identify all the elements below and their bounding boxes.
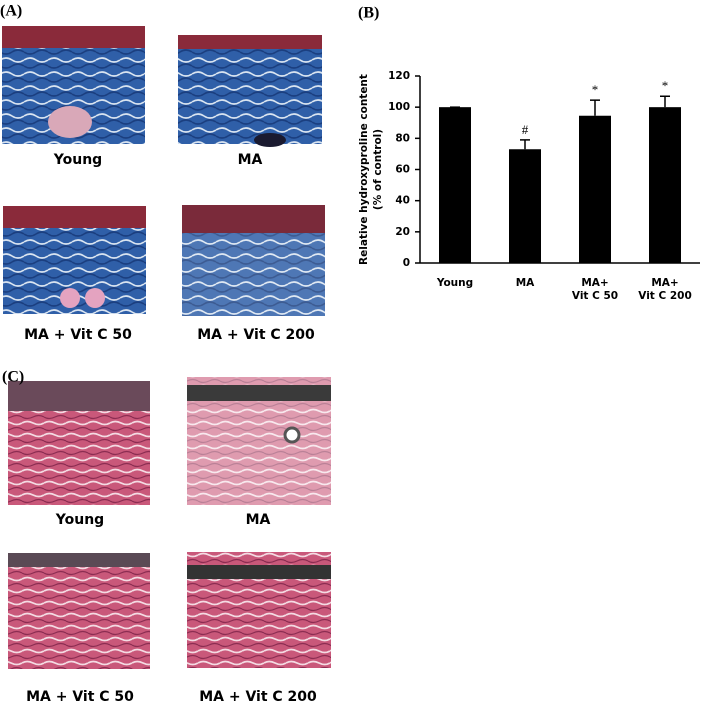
- caption: MA: [238, 152, 263, 168]
- bar: [579, 115, 611, 263]
- x-tick-label: Vit C 50: [572, 290, 618, 302]
- histology-c: [8, 377, 331, 669]
- panel-label: (C): [2, 369, 24, 386]
- caption: MA + Vit C 50: [24, 327, 132, 343]
- y-tick-label: 80: [395, 132, 410, 144]
- significance-marker: *: [662, 78, 669, 93]
- panel-label: (A): [0, 3, 22, 20]
- bar: [509, 149, 541, 263]
- y-axis-label: (% of control): [372, 129, 384, 210]
- y-tick-label: 120: [388, 70, 410, 82]
- significance-marker: *: [592, 82, 599, 97]
- panel-label: (B): [358, 5, 379, 22]
- significance-marker: #: [522, 122, 529, 137]
- caption: MA + Vit C 200: [199, 689, 317, 705]
- caption: MA + Vit C 200: [197, 327, 315, 343]
- x-tick-label: Vit C 200: [638, 290, 692, 302]
- y-tick-label: 0: [403, 257, 410, 269]
- caption: Young: [53, 152, 102, 168]
- x-tick-label: MA+: [581, 277, 608, 289]
- bar: [439, 107, 471, 264]
- y-axis-label: Relative hydroxyproline content: [358, 74, 370, 265]
- bar-chart: Relative hydroxyproline content (% of con…: [358, 70, 700, 302]
- y-tick-label: 40: [395, 195, 410, 207]
- x-tick-label: MA+: [651, 277, 678, 289]
- caption: MA + Vit C 50: [26, 689, 134, 705]
- bar: [649, 107, 681, 264]
- caption: Young: [55, 512, 104, 528]
- y-tick-label: 100: [388, 101, 410, 113]
- caption: MA: [246, 512, 271, 528]
- x-tick-label: MA: [516, 277, 535, 289]
- histology-a: [2, 26, 325, 316]
- y-tick-label: 20: [395, 226, 410, 238]
- x-tick-label: Young: [436, 277, 473, 289]
- y-tick-label: 60: [395, 164, 410, 176]
